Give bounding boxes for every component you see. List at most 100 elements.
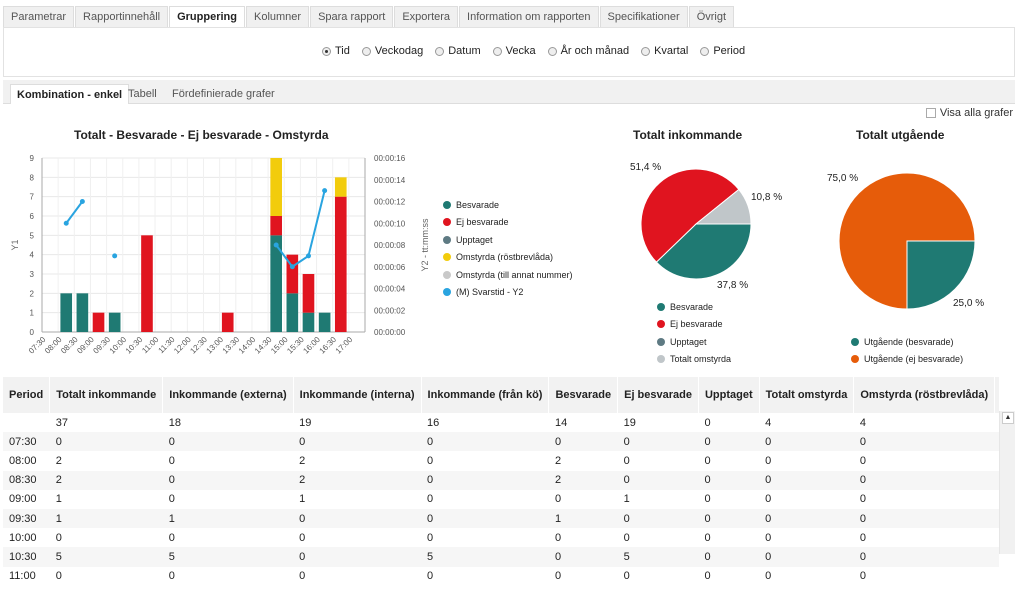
radio-option-4[interactable]: År och månad [547,45,629,57]
chart-tab-2[interactable]: Fördefinierade grafer [172,88,275,100]
pie-slice [838,172,976,310]
column-header[interactable]: Inkommande (interna) [293,377,422,413]
bar-besvarade [302,312,315,332]
show-all-checkbox[interactable] [925,108,936,118]
radio-button-icon[interactable] [641,46,651,56]
column-header[interactable]: Totalt inkommande [49,377,164,413]
table-cell: 2 [299,454,306,467]
table-cell: 0 [765,570,772,583]
tab-5[interactable]: Exportera [394,6,459,27]
legend-item[interactable]: Ej besvarade [657,316,731,334]
column-header[interactable]: Ej besvarade [617,377,699,413]
legend-item[interactable]: Utgående (besvarade) [851,333,963,351]
pie-slice [655,223,752,280]
table-cell: 0 [759,432,854,452]
column-header[interactable]: Inkommande (externa) [162,377,294,413]
radio-label: Kvartal [654,45,689,57]
table-cell: 0 [759,470,854,490]
table-cell: 0 [853,547,995,567]
legend-item[interactable]: Besvarade [443,196,573,214]
bar-besvarade [76,293,89,332]
tab-3[interactable]: Kolumner [245,6,310,27]
radio-button-icon[interactable] [322,46,331,56]
tab-0[interactable]: Parametrar [3,6,75,27]
legend-label: Ej besvarade [670,319,723,330]
legend-label: Upptaget [456,234,493,245]
column-header[interactable]: Omstyrda (röstbrevlåda) [853,377,996,413]
table-cell: 0 [859,493,866,506]
table-cell: 0 [994,432,999,452]
radio-option-6[interactable]: Period [700,45,745,57]
column-header[interactable]: Upptaget [698,377,760,413]
table-cell: 0 [623,454,630,467]
radio-option-1[interactable]: Veckodag [361,45,424,57]
pie-slice [640,168,740,263]
legend-item[interactable]: (M) Svarstid - Y2 [443,284,573,302]
y2-tick-label: 00:00:10 [374,219,406,228]
table-cell: 1 [49,508,163,529]
legend-marker-icon [443,288,451,297]
radio-option-0[interactable]: Tid [322,45,350,57]
table-cell: 09:30 [3,508,50,529]
legend-item[interactable]: Totalt omstyrda [657,351,731,369]
tab-8[interactable]: Övrigt [688,6,735,27]
y-tick-label: 8 [30,173,35,182]
table-scrollbar[interactable]: ▲ [999,411,1015,554]
table-cell: 4 [765,416,772,429]
tab-2[interactable]: Gruppering [169,6,245,27]
legend-item[interactable]: Omstyrda (röstbrevlåda) [443,249,573,267]
bar-besvarade [270,235,282,332]
legend-marker-icon [443,270,451,279]
column-header[interactable]: Period [3,377,51,413]
chart-tab-1[interactable]: Tabell [128,88,157,100]
x-tick-label: 16:30 [318,335,339,356]
legend-marker-icon [657,355,665,364]
radio-button-icon[interactable] [361,46,371,56]
column-header[interactable]: Totalt omstyrda [759,377,855,413]
table-cell: 16 [427,416,440,429]
table-cell: 5 [162,547,294,567]
table-cell: 0 [765,493,772,506]
tab-7[interactable]: Specifikationer [599,6,688,27]
table-cell: 1 [299,493,306,506]
column-header[interactable]: Omstyrda (till annat nummer) [994,377,999,413]
legend-item[interactable]: Ej besvarade [443,214,573,232]
scroll-up-icon[interactable]: ▲ [1002,412,1014,424]
legend-item[interactable]: Omstyrda (till annat nummer) [443,266,573,284]
legend-item[interactable]: Utgående (ej besvarade) [851,351,963,369]
table-cell: 0 [704,493,711,506]
column-header[interactable]: Inkommande (från kö) [421,377,550,413]
tab-6[interactable]: Information om rapporten [459,6,599,27]
radio-option-5[interactable]: Kvartal [641,45,688,57]
radio-button-icon[interactable] [700,46,710,56]
table-cell: 2 [293,470,422,490]
table-cell: 0 [554,570,562,583]
y-tick-label: 2 [30,289,35,298]
radio-label: Vecka [505,45,536,57]
legend-item[interactable]: Upptaget [443,231,573,249]
table-cell: 0 [293,508,422,529]
tab-4[interactable]: Spara rapport [310,6,394,27]
x-tick-label: 11:00 [140,335,160,355]
show-all-charts-toggle[interactable]: Visa alla grafer [925,107,1013,119]
radio-button-icon[interactable] [492,46,502,56]
table-cell: 0 [698,547,760,567]
radio-label: Veckodag [374,45,424,57]
legend-item[interactable]: Besvarade [657,298,731,316]
incoming-pie-legend: Besvarade Ej besvarade Upptaget Totalt omst… [657,298,731,368]
table-cell: 0 [168,454,175,467]
radio-option-2[interactable]: Datum [435,45,481,57]
tab-1[interactable]: Rapportinnehåll [75,6,169,27]
x-tick-label: 16:00 [301,335,322,356]
radio-button-icon[interactable] [435,46,445,56]
radio-option-3[interactable]: Vecka [492,45,536,57]
legend-marker-icon [443,253,451,262]
radio-button-icon[interactable] [547,46,557,56]
pie-slice [906,240,976,310]
legend-item[interactable]: Upptaget [657,333,731,351]
combo-chart-legend: Besvarade Ej besvarade Upptaget Omstyrda (r… [443,196,573,301]
chart-tab-0[interactable]: Kombination - enkel [10,84,130,104]
column-header[interactable]: Besvarade [548,377,619,413]
x-tick-label: 10:00 [108,335,129,356]
bar-ej-besvarade [221,312,234,332]
